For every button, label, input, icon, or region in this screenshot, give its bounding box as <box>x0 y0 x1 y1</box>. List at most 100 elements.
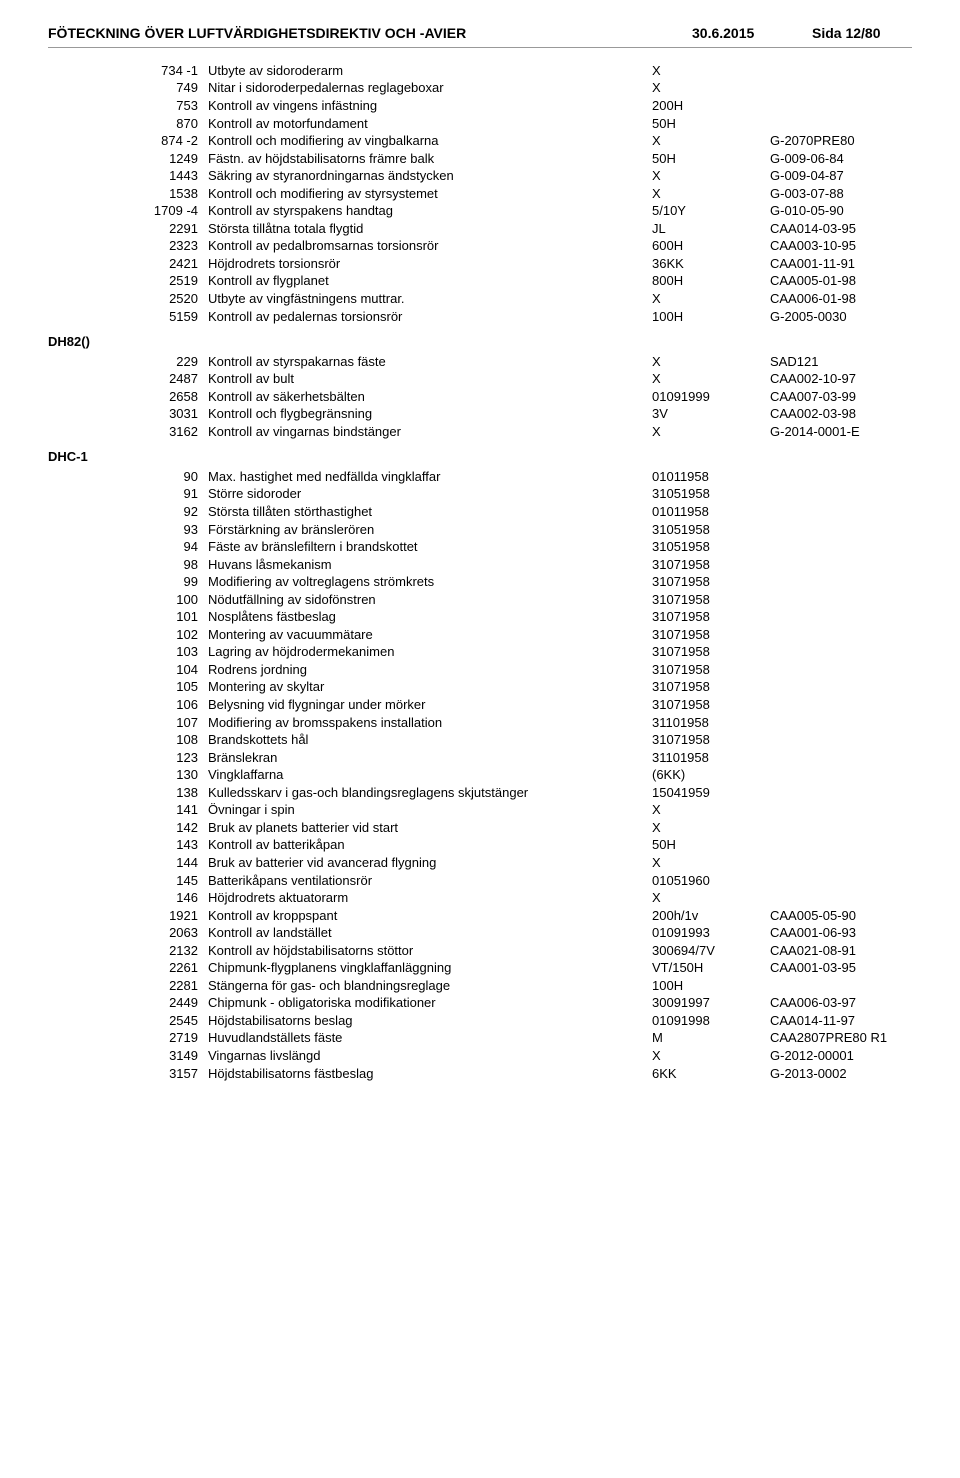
table-row: 91Större sidoroder31051958 <box>114 485 960 503</box>
row-reference: G-2014-0001-E <box>770 423 960 441</box>
row-code: 2519 <box>114 272 208 290</box>
table-row: 100Nödutfällning av sidofönstren31071958 <box>114 591 960 609</box>
row-value: 31071958 <box>652 591 770 609</box>
table-row: 229Kontroll av styrspakarnas fästeXSAD12… <box>114 353 960 371</box>
table-row: 94Fäste av bränslefiltern i brandskottet… <box>114 538 960 556</box>
table-row: 98Huvans låsmekanism31071958 <box>114 556 960 574</box>
row-value: 31071958 <box>652 678 770 696</box>
table-row: 92Största tillåten störthastighet0101195… <box>114 503 960 521</box>
row-value: 01051960 <box>652 872 770 890</box>
table-row: 145Batterikåpans ventilationsrör01051960 <box>114 872 960 890</box>
row-value: 31101958 <box>652 749 770 767</box>
table-row: 102Montering av vacuummätare31071958 <box>114 626 960 644</box>
row-reference: CAA001-11-91 <box>770 255 960 273</box>
table-row: 90Max. hastighet med nedfällda vingklaff… <box>114 468 960 486</box>
row-code: 2132 <box>114 942 208 960</box>
row-value: 30091997 <box>652 994 770 1012</box>
table-row: 2519Kontroll av flygplanet800HCAA005-01-… <box>114 272 960 290</box>
row-description: Vingarnas livslängd <box>208 1047 652 1065</box>
row-reference <box>770 678 960 696</box>
row-reference <box>770 62 960 80</box>
row-reference: G-2012-00001 <box>770 1047 960 1065</box>
row-value: X <box>652 79 770 97</box>
table-row: 104Rodrens jordning31071958 <box>114 661 960 679</box>
row-value: 31071958 <box>652 608 770 626</box>
table-row: 749Nitar i sidoroderpedalernas reglagebo… <box>114 79 960 97</box>
table-row: 3157Höjdstabilisatorns fästbeslag6KKG-20… <box>114 1065 960 1083</box>
row-description: Batterikåpans ventilationsrör <box>208 872 652 890</box>
row-reference: CAA002-10-97 <box>770 370 960 388</box>
row-code: 104 <box>114 661 208 679</box>
row-reference <box>770 872 960 890</box>
row-description: Kontroll av styrspakarnas fäste <box>208 353 652 371</box>
row-code: 1249 <box>114 150 208 168</box>
row-reference: CAA006-03-97 <box>770 994 960 1012</box>
table-row: 108Brandskottets hål31071958 <box>114 731 960 749</box>
row-value: X <box>652 801 770 819</box>
page-header: FÖTECKNING ÖVER LUFTVÄRDIGHETSDIREKTIV O… <box>48 24 912 48</box>
row-description: Största tillåtna totala flygtid <box>208 220 652 238</box>
row-code: 1921 <box>114 907 208 925</box>
table-row: 2719Huvudlandställets fästeMCAA2807PRE80… <box>114 1029 960 1047</box>
row-description: Vingklaffarna <box>208 766 652 784</box>
row-value: X <box>652 819 770 837</box>
row-reference: G-2070PRE80 <box>770 132 960 150</box>
header-page: Sida 12/80 <box>812 24 912 43</box>
row-code: 229 <box>114 353 208 371</box>
row-description: Kontroll av pedalernas torsionsrör <box>208 308 652 326</box>
table-row: 3162Kontroll av vingarnas bindstängerXG-… <box>114 423 960 441</box>
row-code: 143 <box>114 836 208 854</box>
row-value: 31051958 <box>652 521 770 539</box>
row-code: 3162 <box>114 423 208 441</box>
row-description: Kontroll av säkerhetsbälten <box>208 388 652 406</box>
row-description: Största tillåten störthastighet <box>208 503 652 521</box>
table-row: 2421Höjdrodrets torsionsrör36KKCAA001-11… <box>114 255 960 273</box>
table-row: 2063Kontroll av landstället01091993CAA00… <box>114 924 960 942</box>
row-description: Huvudlandställets fäste <box>208 1029 652 1047</box>
row-reference <box>770 749 960 767</box>
row-description: Kontroll av höjdstabilisatorns stöttor <box>208 942 652 960</box>
row-value: X <box>652 185 770 203</box>
table-row: 2658Kontroll av säkerhetsbälten01091999C… <box>114 388 960 406</box>
row-description: Bränslekran <box>208 749 652 767</box>
row-code: 94 <box>114 538 208 556</box>
row-description: Utbyte av sidoroderarm <box>208 62 652 80</box>
table-row: 146Höjdrodrets aktuatorarmX <box>114 889 960 907</box>
row-value: X <box>652 423 770 441</box>
row-description: Höjdstabilisatorns beslag <box>208 1012 652 1030</box>
row-description: Kontroll av landstället <box>208 924 652 942</box>
row-value: 01011958 <box>652 503 770 521</box>
row-code: 123 <box>114 749 208 767</box>
row-value: X <box>652 132 770 150</box>
row-value: X <box>652 62 770 80</box>
row-reference <box>770 977 960 995</box>
rows-group: 229Kontroll av styrspakarnas fästeXSAD12… <box>114 353 960 441</box>
row-reference: CAA014-03-95 <box>770 220 960 238</box>
row-code: 130 <box>114 766 208 784</box>
table-row: 1709 -4Kontroll av styrspakens handtag5/… <box>114 202 960 220</box>
row-description: Max. hastighet med nedfällda vingklaffar <box>208 468 652 486</box>
row-value: 01091993 <box>652 924 770 942</box>
row-code: 2323 <box>114 237 208 255</box>
row-value: 50H <box>652 115 770 133</box>
row-reference: CAA005-05-90 <box>770 907 960 925</box>
row-code: 1538 <box>114 185 208 203</box>
row-description: Belysning vid flygningar under mörker <box>208 696 652 714</box>
row-description: Lagring av höjdrodermekanimen <box>208 643 652 661</box>
table-row: 870Kontroll av motorfundament50H <box>114 115 960 133</box>
row-value: 3V <box>652 405 770 423</box>
row-reference: G-2013-0002 <box>770 1065 960 1083</box>
row-reference <box>770 538 960 556</box>
table-row: 105Montering av skyltar31071958 <box>114 678 960 696</box>
table-row: 2291Största tillåtna totala flygtidJLCAA… <box>114 220 960 238</box>
row-reference <box>770 819 960 837</box>
row-description: Kontroll av kroppspant <box>208 907 652 925</box>
row-description: Säkring av styranordningarnas ändstycken <box>208 167 652 185</box>
row-code: 107 <box>114 714 208 732</box>
row-description: Modifiering av bromsspakens installation <box>208 714 652 732</box>
table-row: 3031Kontroll och flygbegränsning3VCAA002… <box>114 405 960 423</box>
table-row: 2132Kontroll av höjdstabilisatorns stött… <box>114 942 960 960</box>
table-row: 2520Utbyte av vingfästningens muttrar.XC… <box>114 290 960 308</box>
row-description: Nödutfällning av sidofönstren <box>208 591 652 609</box>
row-value: 31051958 <box>652 485 770 503</box>
